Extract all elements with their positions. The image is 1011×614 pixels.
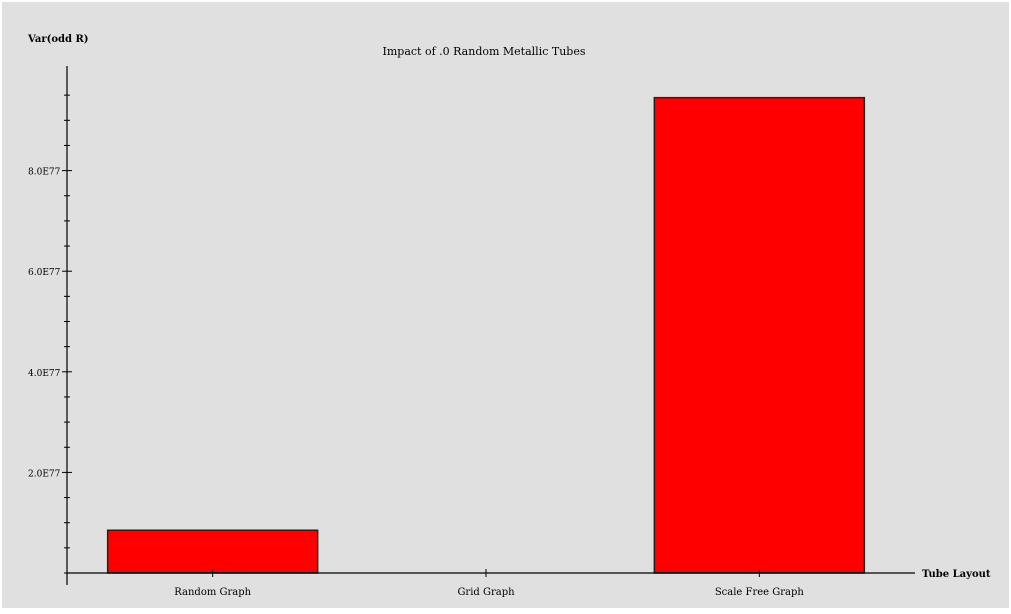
y-tick-label: 6.0E77 <box>28 268 61 278</box>
x-axis-label: Tube Layout <box>922 569 991 580</box>
y-tick-label: 4.0E77 <box>28 369 61 379</box>
x-axis: Random Graph Grid Graph Scale Free Graph <box>67 569 915 598</box>
y-axis-label: Var(odd R) <box>27 34 89 45</box>
y-tick-label: 8.0E77 <box>28 168 61 178</box>
x-tick-label: Scale Free Graph <box>715 587 805 598</box>
y-axis: 2.0E77 4.0E77 6.0E77 8.0E77 <box>28 66 72 585</box>
bar-random-graph <box>106 529 319 574</box>
bars-group <box>106 96 866 574</box>
x-tick-label: Grid Graph <box>457 587 515 598</box>
bar-scale-free-graph <box>653 96 866 574</box>
x-tick-label: Random Graph <box>174 587 251 598</box>
y-tick-label: 2.0E77 <box>28 469 61 479</box>
chart-title: Impact of .0 Random Metallic Tubes <box>383 45 586 58</box>
